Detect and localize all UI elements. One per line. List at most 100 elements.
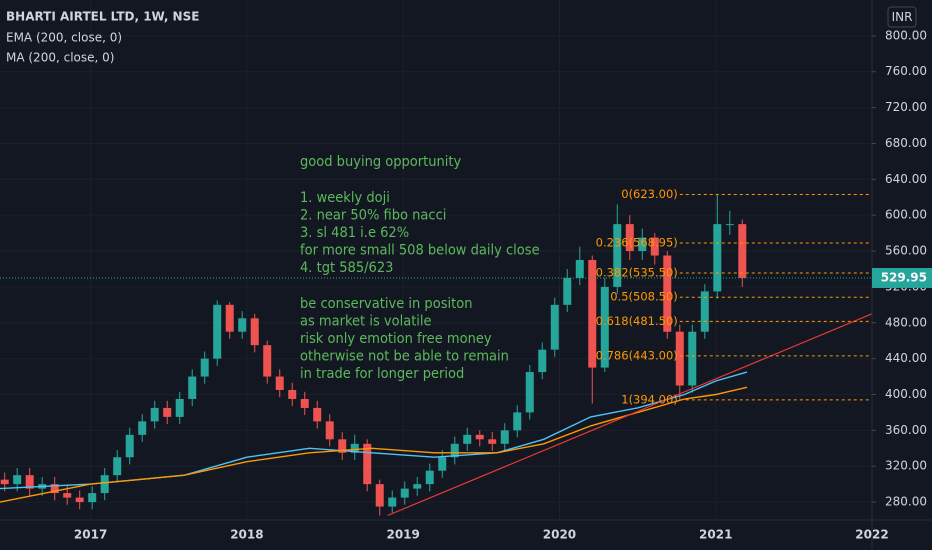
last-price-tag	[872, 267, 932, 288]
fib-label: 0(623.00)	[621, 187, 678, 201]
y-tick-label: 400.00	[885, 387, 927, 401]
plot: 0(623.00) 0.236(568.95) 0.382(535.50) 0.5(5…	[0, 154, 873, 517]
y-tick-label: 280.00	[885, 495, 927, 509]
x-tick-label: 2021	[699, 528, 732, 542]
grid	[0, 0, 872, 520]
candle-body	[675, 331, 684, 386]
annotation-line: otherwise not be able to remain	[300, 349, 509, 365]
candle-body	[538, 349, 547, 373]
y-tick-label: 600.00	[885, 208, 927, 222]
candle-body	[400, 488, 409, 498]
y-tick-label: 680.00	[885, 136, 927, 150]
candle-body	[575, 260, 584, 278]
candle-body	[113, 457, 122, 476]
candle-body	[50, 484, 59, 494]
candle-body	[125, 434, 134, 458]
candle-body	[275, 376, 284, 390]
y-tick-label: 440.00	[885, 351, 927, 365]
candle-body	[175, 398, 184, 417]
candle-body	[225, 304, 234, 332]
x-tick-label: 2019	[386, 528, 419, 542]
candle-body	[0, 479, 9, 485]
x-tick-label: 2020	[543, 528, 576, 542]
candle-body	[625, 224, 634, 252]
candle-body	[288, 390, 297, 399]
candle-body	[200, 358, 209, 377]
last-price-label: 529.95	[881, 270, 927, 284]
candle-body	[600, 286, 609, 368]
candle-body	[738, 224, 747, 278]
candle-body	[263, 345, 272, 377]
candle-body	[525, 372, 534, 413]
candle-body	[450, 443, 459, 458]
y-tick-label: 760.00	[885, 64, 927, 78]
candle-body	[688, 331, 697, 386]
y-tick-label: 480.00	[885, 315, 927, 329]
candle-body	[250, 318, 259, 346]
y-tick-label: 800.00	[885, 28, 927, 42]
fib-label: 0.236(568.95)	[596, 236, 678, 250]
candle-body	[663, 255, 672, 332]
fib-label: 1(394.00)	[621, 392, 678, 406]
candle-body	[350, 443, 359, 453]
axes: 280.00320.00360.00400.00440.00480.00520.…	[74, 28, 932, 542]
annotation-line: 2. near 50% fibo nacci	[300, 208, 446, 224]
candle-body	[100, 475, 109, 494]
candle-body	[388, 497, 397, 507]
indicator-line	[0, 386, 748, 503]
candle-body	[88, 493, 97, 503]
candle-body	[138, 421, 147, 435]
y-tick-label: 560.00	[885, 244, 927, 258]
time-axis-panel	[0, 520, 932, 550]
trend-line	[387, 313, 873, 517]
fib-label: 0.382(535.50)	[596, 266, 678, 280]
candle-body	[563, 277, 572, 305]
annotation-line: be conservative in positon	[300, 296, 472, 312]
candle-body	[613, 224, 622, 287]
candle-body	[700, 291, 709, 332]
fib-label: 0.786(443.00)	[596, 348, 678, 362]
candle-body	[375, 484, 384, 507]
x-tick-label: 2017	[74, 528, 107, 542]
annotation-line: in trade for longer period	[300, 366, 464, 382]
currency-box[interactable]	[887, 6, 917, 28]
annotation-line: for more small 508 below daily close	[300, 243, 540, 259]
annotation-line: 4. tgt 585/623	[300, 260, 393, 276]
chart-title: BHARTI AIRTEL LTD, 1W, NSE	[6, 10, 199, 24]
candle-body	[363, 443, 372, 485]
y-tick-label: 320.00	[885, 459, 927, 473]
fib-label: 0.5(508.50)	[610, 290, 678, 304]
candle-body	[475, 434, 484, 440]
candle-body	[463, 434, 472, 444]
candle-body	[188, 376, 197, 399]
candle-body	[13, 475, 22, 485]
candle-body	[163, 407, 172, 417]
candle-body	[325, 421, 334, 440]
candle-body	[638, 237, 647, 252]
fib-label: 0.618(481.50)	[596, 314, 678, 328]
candle-body	[413, 484, 422, 489]
candle-body	[313, 407, 322, 422]
currency: INR	[892, 10, 913, 24]
candle-body	[238, 318, 247, 332]
x-tick-label: 2018	[230, 528, 263, 542]
legend-entry: EMA (200, close, 0)	[6, 31, 122, 45]
candle-body	[150, 407, 159, 422]
candle-body	[513, 412, 522, 431]
y-tick-label: 640.00	[885, 172, 927, 186]
annotation-line: good buying opportunity	[300, 154, 462, 170]
candle-body	[25, 475, 34, 489]
candle-body	[75, 497, 84, 503]
indicator-line	[0, 371, 748, 490]
annotation-line: 3. sl 481 i.e 62%	[300, 225, 409, 241]
candle-body	[713, 224, 722, 292]
candle-body	[338, 439, 347, 453]
y-tick-label: 720.00	[885, 100, 927, 114]
candle-body	[550, 304, 559, 350]
annotation-line: as market is volatile	[300, 314, 432, 330]
legend-entry: MA (200, close, 0)	[6, 51, 114, 65]
candle-body	[500, 430, 509, 444]
candle-body	[588, 260, 597, 368]
